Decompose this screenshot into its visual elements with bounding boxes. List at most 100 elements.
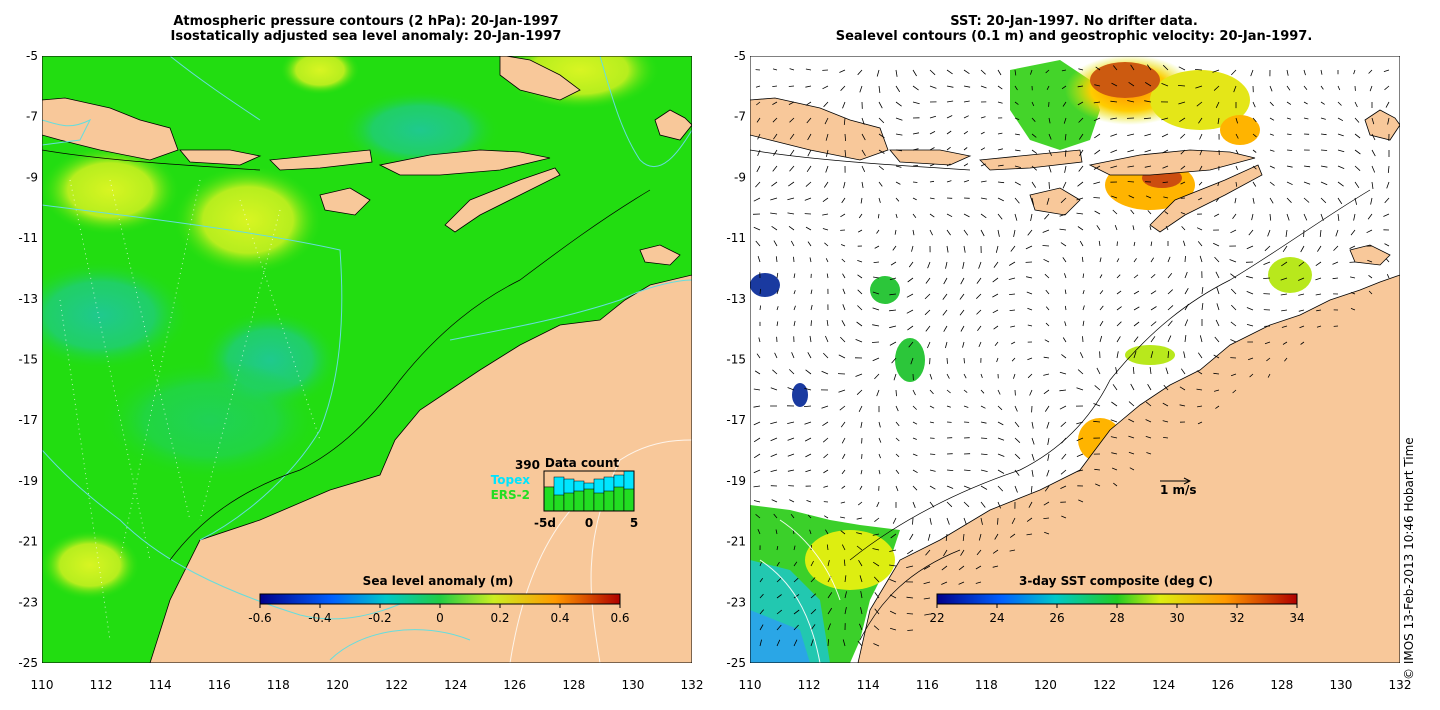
ers2-count-bar	[623, 488, 635, 512]
left-island-flores	[378, 149, 551, 176]
left-pressure-contours	[42, 56, 692, 661]
right-lat-tick-label: -9	[734, 170, 746, 184]
right-colorbar: 3-day SST composite (deg C) 22 24 26 28 30 32…	[929, 574, 1304, 625]
left-bathymetry-line	[42, 149, 651, 561]
velocity-scale-label: 1 m/s	[1160, 483, 1197, 497]
right-colorbar-ticks: 22 24 26 28 30 32 34	[929, 604, 1305, 625]
left-ground-tracks	[59, 179, 321, 641]
right-lat-tick-label: -13	[726, 292, 746, 306]
left-panel-title: Atmospheric pressure contours (2 hPa): 2…	[40, 14, 692, 44]
left-lat-tick-label: -13	[18, 292, 38, 306]
right-lat-tick-label: -21	[726, 535, 746, 549]
imos-credit: © IMOS 13-Feb-2013 10:46 Hobart Time	[1402, 437, 1416, 680]
right-colorbar-tick-label: 26	[1049, 611, 1064, 625]
right-lat-tick-label: -25	[726, 656, 746, 670]
legend-ers2: ERS-2	[491, 488, 530, 502]
right-island-sumbawa	[979, 149, 1083, 171]
data-count-axis-left: -5d	[534, 516, 556, 530]
left-island-sulawesi-tip	[499, 56, 581, 101]
ers2-count-bar	[543, 486, 555, 512]
left-map	[42, 56, 692, 663]
right-lon-tick-label: 122	[1093, 678, 1116, 692]
right-title-line1: SST: 20-Jan-1997. No drifter data.	[950, 14, 1198, 29]
ers2-count-bar	[613, 486, 625, 512]
left-island-south	[639, 244, 681, 266]
velocity-scale: 1 m/s	[1160, 477, 1197, 497]
left-colorbar-tick-label: 0.6	[610, 611, 629, 625]
right-island-bali-lombok	[889, 149, 972, 166]
left-island-sumba	[319, 187, 371, 216]
left-lat-tick-label: -25	[18, 656, 38, 670]
right-lat-tick-label: -17	[726, 413, 746, 427]
left-lon-tick-label: 130	[621, 678, 644, 692]
right-map	[750, 56, 1400, 663]
data-count-axis-right: 5	[630, 516, 638, 530]
right-lon-tick-label: 118	[975, 678, 998, 692]
left-lon-tick-label: 112	[90, 678, 113, 692]
left-colorbar-tick-label: 0	[436, 611, 444, 625]
right-lat-tick-label: -15	[726, 353, 746, 367]
right-panel-title: SST: 20-Jan-1997. No drifter data. Seale…	[748, 14, 1400, 44]
left-land	[42, 56, 692, 663]
right-colorbar-tick-label: 22	[929, 611, 944, 625]
ers2-count-bar	[553, 494, 565, 512]
data-count-axis-mid: 0	[585, 516, 593, 530]
data-count-frame	[543, 470, 635, 512]
right-colorbar-tick-label: 32	[1229, 611, 1244, 625]
left-lon-tick-label: 116	[208, 678, 231, 692]
right-colorbar-bar	[936, 593, 1298, 605]
axis-tick-labels: 110 112 114 116 118 120 122 124 126 128 130 132 -5 -7…	[18, 49, 1411, 692]
left-lat-tick-label: -19	[18, 474, 38, 488]
left-australia-landmass	[149, 274, 692, 663]
legend-topex: Topex	[491, 473, 531, 487]
left-lon-tick-label: 128	[562, 678, 585, 692]
right-colorbar-tick-label: 34	[1289, 611, 1304, 625]
right-island-sumba	[1029, 187, 1081, 216]
left-lat-tick-label: -15	[18, 353, 38, 367]
left-lon-tick-label: 126	[503, 678, 526, 692]
left-colorbar-tick-label: -0.4	[308, 611, 331, 625]
left-colorbar-tick-label: 0.4	[550, 611, 569, 625]
right-lon-tick-label: 126	[1211, 678, 1234, 692]
right-lat-tick-label: -23	[726, 595, 746, 609]
left-lat-tick-label: -21	[18, 535, 38, 549]
ers2-count-bar	[593, 492, 605, 512]
right-lon-tick-label: 128	[1270, 678, 1293, 692]
left-lon-tick-label: 120	[326, 678, 349, 692]
left-lat-tick-label: -11	[18, 231, 38, 245]
right-island-east	[1364, 109, 1400, 141]
left-colorbar-bar	[259, 593, 621, 605]
ers2-count-bar	[583, 488, 595, 512]
right-lon-tick-label: 110	[739, 678, 762, 692]
left-lat-tick-label: -9	[26, 170, 38, 184]
right-colorbar-tick-label: 24	[989, 611, 1004, 625]
right-colorbar-tick-label: 28	[1109, 611, 1124, 625]
right-lon-tick-label: 132	[1389, 678, 1412, 692]
geostrophic-velocity-vectors	[752, 64, 1390, 647]
right-lon-tick-label: 124	[1152, 678, 1175, 692]
left-lon-tick-label: 110	[31, 678, 54, 692]
left-lat-tick-label: -7	[26, 110, 38, 124]
right-title-line2: Sealevel contours (0.1 m) and geostrophi…	[835, 29, 1313, 44]
right-land	[750, 97, 1400, 663]
right-lat-tick-label: -7	[734, 110, 746, 124]
left-island-java	[42, 97, 179, 161]
right-lon-tick-label: 112	[798, 678, 821, 692]
right-colorbar-tick-label: 30	[1169, 611, 1184, 625]
left-island-east	[654, 109, 692, 141]
right-lat-tick-label: -5	[734, 49, 746, 63]
left-colorbar-tick-label: -0.6	[248, 611, 271, 625]
velocity-arrows	[752, 64, 1390, 647]
right-australia-landmass	[857, 274, 1400, 663]
left-lat-tick-label: -5	[26, 49, 38, 63]
ers2-count-bar	[563, 492, 575, 512]
ers2-count-bar	[573, 490, 585, 512]
right-white-contours	[759, 519, 841, 663]
left-island-timor	[444, 167, 561, 233]
right-colorbar-title: 3-day SST composite (deg C)	[1019, 574, 1213, 588]
right-sealevel-contours	[750, 149, 1371, 641]
left-lon-tick-label: 132	[681, 678, 704, 692]
left-island-bali-lombok	[179, 149, 262, 166]
right-island-java	[750, 97, 889, 161]
